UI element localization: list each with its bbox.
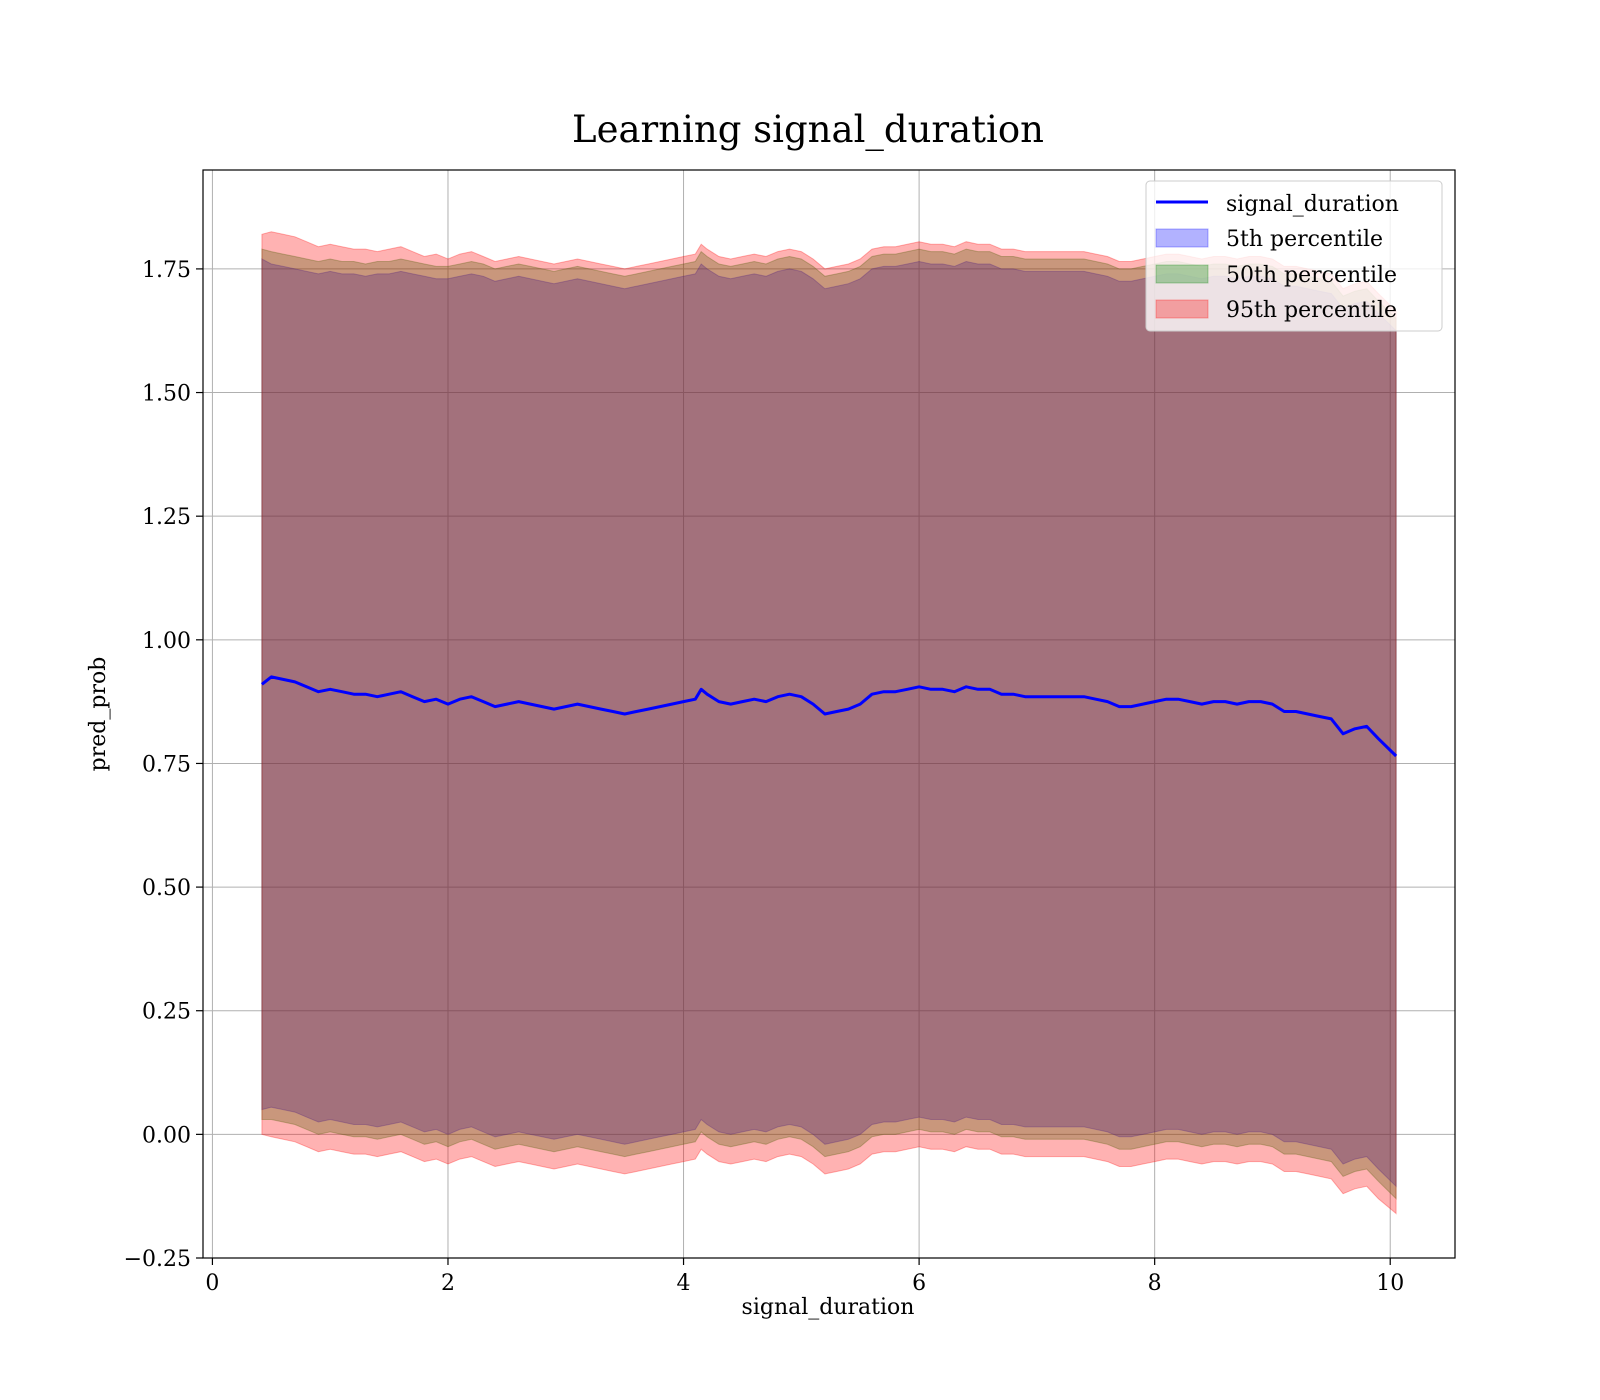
x-axis-label: signal_duration	[742, 1295, 915, 1320]
legend-band-swatch	[1155, 264, 1209, 284]
axis-ticks: 0 2 4 6 8 10 −0.25 0.00 0.25 0.50 0.75 1.00 1.25 1.50…	[124, 258, 1405, 1296]
y-tick-label: 0.00	[142, 1123, 191, 1148]
x-tick-label: 2	[441, 1271, 455, 1296]
y-tick-label: 1.25	[142, 505, 191, 530]
legend-band-swatch	[1155, 228, 1209, 248]
grid-lines	[203, 170, 1455, 1259]
y-tick-label: −0.25	[124, 1247, 191, 1272]
x-tick-label: 0	[205, 1271, 219, 1296]
percentile-bands	[261, 231, 1397, 1215]
y-tick-label: 0.25	[142, 1000, 191, 1025]
legend-label: signal_duration	[1226, 192, 1399, 217]
y-tick-label: 1.00	[142, 629, 191, 654]
y-axis-label: pred_prob	[86, 657, 111, 772]
legend-label: 95th percentile	[1226, 298, 1397, 323]
x-tick-label: 8	[1148, 1271, 1162, 1296]
y-tick-label: 0.50	[142, 876, 191, 901]
x-tick-label: 6	[912, 1271, 926, 1296]
x-tick-label: 10	[1376, 1271, 1404, 1296]
y-tick-label: 1.50	[142, 382, 191, 407]
band-50th-percentile	[261, 248, 1397, 1200]
legend: signal_duration 5th percentile 50th percen…	[1145, 180, 1443, 332]
legend-label: 5th percentile	[1226, 227, 1383, 252]
chart-title: Learning signal_duration	[572, 108, 1044, 152]
band-95th-percentile	[261, 231, 1397, 1215]
legend-box	[1145, 180, 1443, 332]
y-tick-label: 1.75	[142, 258, 191, 283]
line-series	[260, 675, 1398, 758]
y-tick-label: 0.75	[142, 752, 191, 777]
plot-frame	[202, 169, 1456, 1259]
signal-duration-line	[260, 675, 1398, 758]
x-tick-label: 4	[677, 1271, 691, 1296]
legend-band-swatch	[1155, 299, 1209, 319]
band-5th-percentile	[261, 258, 1397, 1188]
legend-label: 50th percentile	[1226, 263, 1397, 288]
